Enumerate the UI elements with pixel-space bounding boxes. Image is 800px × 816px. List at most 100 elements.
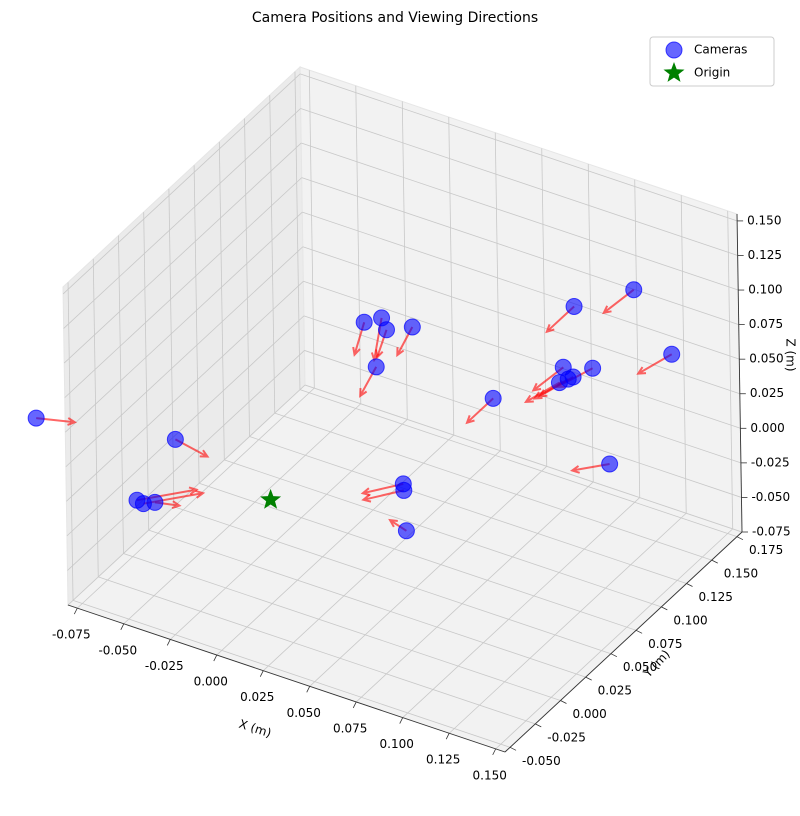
grid-line: [118, 235, 124, 554]
camera-point: [355, 313, 373, 331]
grid-line: [67, 384, 306, 606]
grid-line: [355, 85, 362, 404]
grid-line: [309, 466, 548, 687]
z-tick-label: 0.075: [749, 317, 783, 331]
grid-line: [269, 95, 276, 414]
camera-point: [484, 389, 502, 407]
camera-point: [601, 455, 619, 473]
x-tick-label: 0.050: [287, 706, 321, 720]
grid-line: [727, 210, 734, 529]
grid-line: [218, 141, 225, 460]
grid-line: [249, 436, 687, 584]
camera-point: [663, 345, 681, 363]
y-tick-label: 0.050: [623, 660, 657, 674]
grid-line: [66, 281, 304, 502]
x-tick-label: 0.075: [333, 721, 367, 735]
camera-point: [564, 368, 582, 386]
camera-point: [625, 281, 643, 299]
grid-line: [301, 177, 739, 325]
y-tick-label: -0.050: [522, 754, 561, 768]
camera-point: [397, 522, 415, 540]
grid-line: [64, 177, 303, 398]
z-axis: [736, 213, 743, 533]
grid-line: [294, 71, 301, 390]
grid-line: [63, 108, 301, 329]
z-tick-label: 0.000: [750, 421, 784, 435]
tick-mark: [166, 639, 171, 646]
z-axis-label: Z (m): [784, 338, 798, 371]
grid-line: [274, 412, 712, 561]
camera-point: [565, 297, 583, 315]
y-tick-label: 0.000: [572, 707, 606, 721]
legend-marker: [665, 41, 683, 59]
grid-line: [65, 211, 303, 433]
grid-line: [401, 101, 408, 420]
y-tick-label: 0.100: [673, 613, 707, 627]
x-tick-label: -0.075: [52, 628, 91, 642]
grid-line: [123, 403, 362, 625]
grid-line: [308, 70, 315, 389]
tick-mark: [259, 670, 264, 677]
y-tick-label: 0.025: [598, 684, 632, 698]
panes: [62, 65, 743, 753]
grid-line: [63, 142, 302, 364]
grid-line: [299, 389, 738, 538]
y-tick-label: 0.075: [648, 637, 682, 651]
x-tick-label: 0.100: [380, 737, 414, 751]
x-tick-label: 0.150: [473, 768, 507, 782]
y-axis: [504, 531, 743, 753]
tick-mark: [585, 676, 592, 681]
z-tick-label: -0.025: [751, 455, 790, 469]
tick-mark: [399, 717, 404, 724]
x-axis: [67, 604, 506, 753]
grid-line: [62, 73, 301, 295]
z-tick-label: 0.100: [748, 283, 782, 297]
camera-point: [584, 359, 602, 377]
legend-marker: [663, 62, 685, 82]
z-tick-label: -0.075: [752, 525, 791, 539]
tick-mark: [120, 623, 125, 630]
tick-mark: [509, 746, 517, 751]
camera-point: [367, 358, 385, 376]
grid-line: [98, 576, 536, 725]
camera-point: [378, 321, 396, 339]
tick-mark: [352, 701, 357, 709]
grid-line: [173, 506, 612, 655]
x-tick-label: 0.000: [194, 675, 228, 689]
grid-line: [193, 165, 200, 484]
y-tick-label: -0.025: [547, 730, 586, 744]
x-tick-label: -0.025: [145, 659, 184, 673]
grid-line: [66, 315, 305, 537]
tick-mark: [686, 583, 693, 587]
camera-point: [27, 409, 45, 427]
grid-line: [680, 195, 687, 514]
tick-mark: [306, 686, 311, 693]
z-tick-label: -0.050: [751, 490, 790, 504]
camera-point: [166, 430, 184, 448]
grid-line: [495, 528, 733, 750]
grid-line: [448, 117, 455, 436]
z-tick-label: 0.150: [747, 213, 781, 227]
grid-line: [67, 282, 74, 601]
grid-line: [67, 350, 305, 571]
grid-line: [402, 497, 640, 718]
tick-mark: [560, 700, 567, 704]
grid-line: [170, 419, 408, 640]
tick-mark: [661, 606, 668, 611]
origin-point: [260, 488, 282, 509]
grid-line: [143, 212, 150, 531]
grid-line: [304, 384, 743, 533]
grid-line: [224, 459, 662, 608]
tick-mark: [213, 654, 218, 662]
grid-line: [72, 599, 511, 748]
camera-point: [403, 318, 421, 336]
tick-mark: [711, 559, 718, 564]
grid-line: [355, 481, 594, 703]
grid-line: [302, 211, 740, 360]
x-tick-label: 0.125: [426, 753, 460, 767]
legend-label: Origin: [694, 66, 730, 80]
grid-line: [244, 118, 250, 437]
grid-line: [168, 188, 175, 507]
x-tick-label: -0.050: [98, 643, 137, 657]
